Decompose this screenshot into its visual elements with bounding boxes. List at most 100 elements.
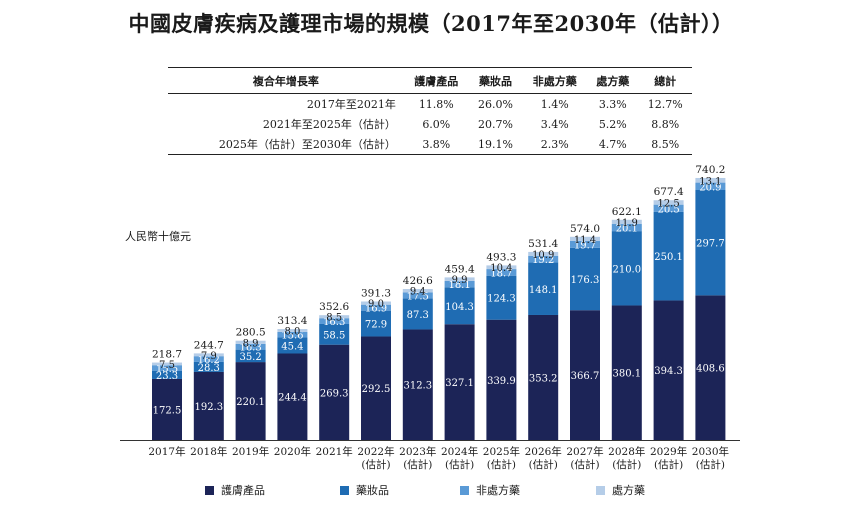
- x-tick-label: 2021年: [316, 445, 353, 458]
- unit-label: 人民幣十億元: [125, 230, 191, 243]
- bar-segment-otc: [361, 304, 391, 311]
- bar-segment-rx: [193, 353, 224, 357]
- total-label: 244.7: [194, 339, 224, 351]
- data-label-otc: 20.1: [616, 224, 638, 235]
- bar-segment-rx: [528, 251, 559, 256]
- cagr-header-total: 總計: [638, 67, 692, 94]
- cagr-row: 2017年至2021年 11.8% 26.0% 1.4% 3.3% 12.7%: [168, 94, 692, 115]
- data-label-cosmeceutical: 87.3: [407, 310, 429, 321]
- x-tick-label: (估計): [361, 458, 390, 471]
- cagr-header-otc: 非處方藥: [522, 67, 588, 94]
- x-tick-label: (估計): [570, 458, 599, 471]
- data-label-cosmeceutical: 297.7: [696, 239, 725, 250]
- bar-segment-cosmeceutical: [235, 349, 266, 363]
- chart-title: 中國皮膚疾病及護理市場的規模（2017年至2030年（估計））: [128, 11, 734, 36]
- total-label: 459.4: [445, 263, 475, 275]
- data-label-rx: 9.0: [368, 299, 384, 310]
- bar-segment-skincare: [319, 344, 350, 440]
- bar-segment-cosmeceutical: [653, 211, 684, 301]
- data-label-skincare: 408.6: [696, 364, 725, 375]
- bar-segment-skincare: [486, 319, 517, 440]
- data-label-otc: 16.3: [239, 343, 261, 354]
- legend-item-skincare: 護膚產品: [205, 482, 265, 498]
- cagr-cell: 2021年至2025年（估計）: [262, 118, 396, 131]
- x-tick-label: (估計): [612, 458, 641, 471]
- data-label-rx: 10.9: [532, 250, 554, 261]
- data-label-cosmeceutical: 35.2: [239, 352, 261, 363]
- bar-segment-otc: [528, 255, 559, 263]
- x-tick-label: 2023年: [399, 445, 436, 458]
- x-tick-label: (估計): [696, 458, 725, 471]
- data-label-otc: 19.7: [574, 240, 596, 251]
- bar-segment-rx: [611, 219, 642, 225]
- x-tick-label: (估計): [445, 458, 474, 471]
- x-tick-label: 2029年: [650, 445, 687, 458]
- x-tick-label: 2020年: [274, 445, 311, 458]
- data-label-otc: 20.9: [699, 182, 721, 193]
- bar-segment-skincare: [444, 324, 475, 440]
- data-label-rx: 7.9: [201, 351, 217, 362]
- x-tick-label: 2022年: [357, 445, 394, 458]
- data-label-rx: 8.5: [326, 313, 342, 324]
- legend-item-otc: 非處方藥: [460, 482, 520, 498]
- cagr-row: 2025年（估計）至2030年（估計） 3.8% 19.1% 2.3% 4.7%…: [168, 134, 692, 155]
- cagr-header-skincare: 護膚產品: [403, 67, 469, 94]
- x-tick-label: 2028年: [608, 445, 645, 458]
- x-tick-label: 2030年: [692, 445, 729, 458]
- bar-segment-cosmeceutical: [193, 361, 224, 372]
- cagr-cell: 1.4%: [540, 97, 569, 111]
- legend-label-otc: 非處方藥: [476, 484, 520, 497]
- cagr-cell: 5.2%: [598, 117, 627, 131]
- data-label-rx: 13.1: [699, 176, 721, 187]
- data-label-rx: 10.4: [490, 263, 512, 274]
- cagr-cell: 11.8%: [418, 97, 454, 111]
- cagr-header-period: 複合年增長率: [168, 67, 404, 94]
- data-label-skincare: 327.1: [445, 378, 474, 389]
- data-label-cosmeceutical: 104.3: [445, 302, 474, 313]
- data-label-cosmeceutical: 176.3: [571, 275, 600, 286]
- bar-segment-otc: [319, 318, 350, 324]
- bar-segment-skincare: [570, 310, 600, 440]
- data-label-otc: 16.9: [365, 304, 387, 315]
- cagr-cell: 3.3%: [598, 97, 627, 111]
- bar-segment-cosmeceutical: [152, 370, 182, 379]
- bar-segment-rx: [653, 200, 684, 205]
- bar-segment-rx: [152, 362, 182, 366]
- cagr-cell: 6.0%: [422, 117, 451, 131]
- bar-segment-otc: [695, 182, 726, 190]
- total-label: 280.5: [236, 327, 266, 339]
- total-label: 531.4: [528, 238, 558, 250]
- cagr-cell: 8.8%: [651, 117, 680, 131]
- cagr-cell: 12.7%: [647, 97, 683, 111]
- bar-segment-skincare: [695, 295, 726, 440]
- bar-segment-skincare: [235, 362, 266, 440]
- bar-segment-rx: [444, 277, 475, 281]
- data-label-skincare: 339.9: [487, 376, 516, 387]
- data-label-otc: 17.5: [407, 291, 429, 302]
- x-tick-label: 2018年: [190, 445, 227, 458]
- data-label-cosmeceutical: 250.1: [654, 252, 683, 263]
- data-label-cosmeceutical: 124.3: [487, 294, 516, 305]
- data-label-otc: 20.5: [657, 204, 679, 215]
- bar-segment-rx: [277, 329, 308, 332]
- legend-label-cosmeceutical: 藥妝品: [356, 484, 389, 497]
- bar-segment-otc: [235, 343, 266, 350]
- legend-swatch-skincare: [205, 485, 214, 495]
- data-label-skincare: 366.7: [571, 371, 600, 382]
- total-label: 574.0: [570, 223, 600, 235]
- data-label-cosmeceutical: 72.9: [365, 320, 387, 331]
- total-label: 352.6: [319, 301, 349, 313]
- data-label-skincare: 244.4: [278, 393, 307, 404]
- bar-segment-cosmeceutical: [277, 337, 308, 354]
- bar-segment-skincare: [528, 314, 559, 440]
- bar-segment-cosmeceutical: [486, 275, 517, 320]
- cagr-cell: 20.7%: [478, 117, 513, 131]
- legend-label-skincare: 護膚產品: [221, 484, 265, 497]
- data-label-cosmeceutical: 45.4: [281, 341, 303, 352]
- legend-label-rx: 處方藥: [612, 484, 645, 497]
- bar-segment-rx: [570, 236, 600, 241]
- bar-segment-skincare: [402, 329, 433, 440]
- data-label-skincare: 380.1: [612, 369, 641, 380]
- bar-segment-otc: [277, 331, 308, 338]
- bar-segment-skincare: [611, 305, 642, 440]
